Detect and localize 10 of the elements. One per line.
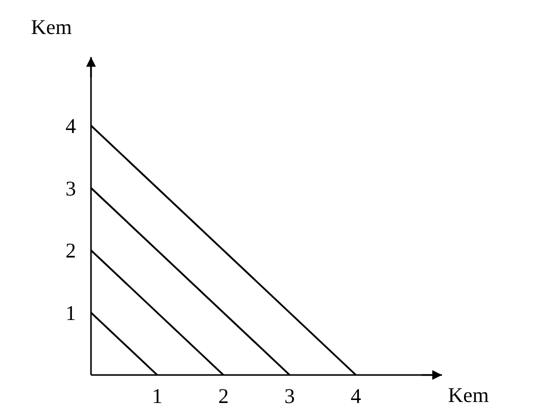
y-tick-label: 2 — [66, 238, 76, 263]
y-tick-label: 1 — [66, 301, 76, 325]
x-axis-title: Kem — [448, 383, 489, 407]
x-tick-label: 2 — [218, 384, 229, 408]
y-tick-label: 4 — [66, 114, 76, 138]
x-tick-label: 4 — [350, 384, 362, 408]
y-axis-title: Kem — [31, 15, 72, 39]
x-tick-label: 3 — [284, 384, 295, 408]
y-tick-label: 3 — [66, 176, 76, 200]
x-tick-label: 1 — [152, 384, 162, 408]
